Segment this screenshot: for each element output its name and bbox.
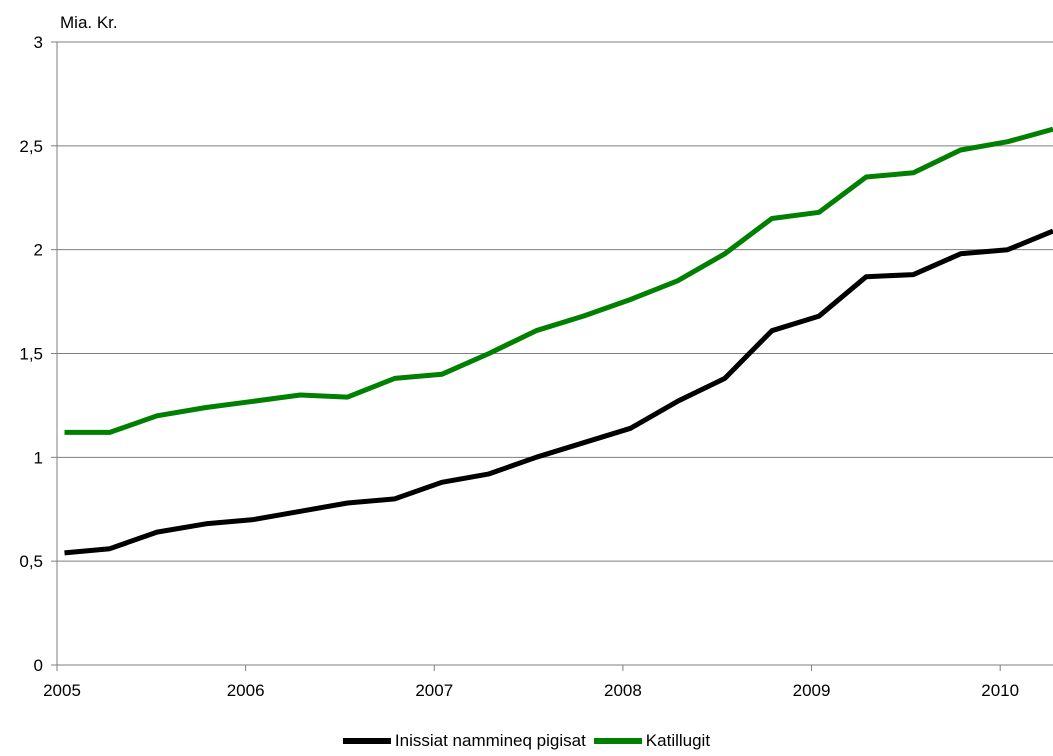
y-tick-label-4: 2	[34, 241, 43, 260]
series-lines	[64, 126, 1053, 556]
x-tick-label-3: 2008	[604, 681, 642, 700]
y-tick-label-0: 0	[34, 656, 43, 675]
y-tick-label-3: 1,5	[19, 345, 43, 364]
y-tick-label-2: 1	[34, 448, 43, 467]
legend: Inissiat nammineq pigisat Katillugit	[0, 728, 1053, 754]
series-line-1	[64, 228, 1053, 556]
x-tick-label-0: 2005	[43, 681, 81, 700]
axes: 0 0,5 1 1,5 2 2,5 3 2005 2006 2007 2008 2009 2010	[19, 33, 1053, 700]
y-tick-label-6: 3	[34, 33, 43, 52]
legend-label-series-2: Katillugit	[645, 731, 711, 750]
x-tick-label-2: 2007	[415, 681, 453, 700]
x-tick-label-5: 2010	[981, 681, 1019, 700]
x-tick-label-4: 2009	[793, 681, 831, 700]
y-tick-label-1: 0,5	[19, 552, 43, 571]
y-tick-label-5: 2,5	[19, 137, 43, 156]
series-line-2	[64, 126, 1053, 435]
y-axis-label: Mia. Kr.	[60, 13, 118, 32]
legend-item-series-2: Katillugit	[593, 731, 711, 751]
legend-item-series-1: Inissiat nammineq pigisat	[342, 731, 586, 751]
gridlines	[57, 41, 1053, 562]
legend-swatch-series-2	[593, 738, 642, 744]
x-tick-label-1: 2006	[227, 681, 265, 700]
legend-label-series-1: Inissiat nammineq pigisat	[394, 731, 586, 750]
legend-swatch-series-1	[342, 738, 391, 744]
